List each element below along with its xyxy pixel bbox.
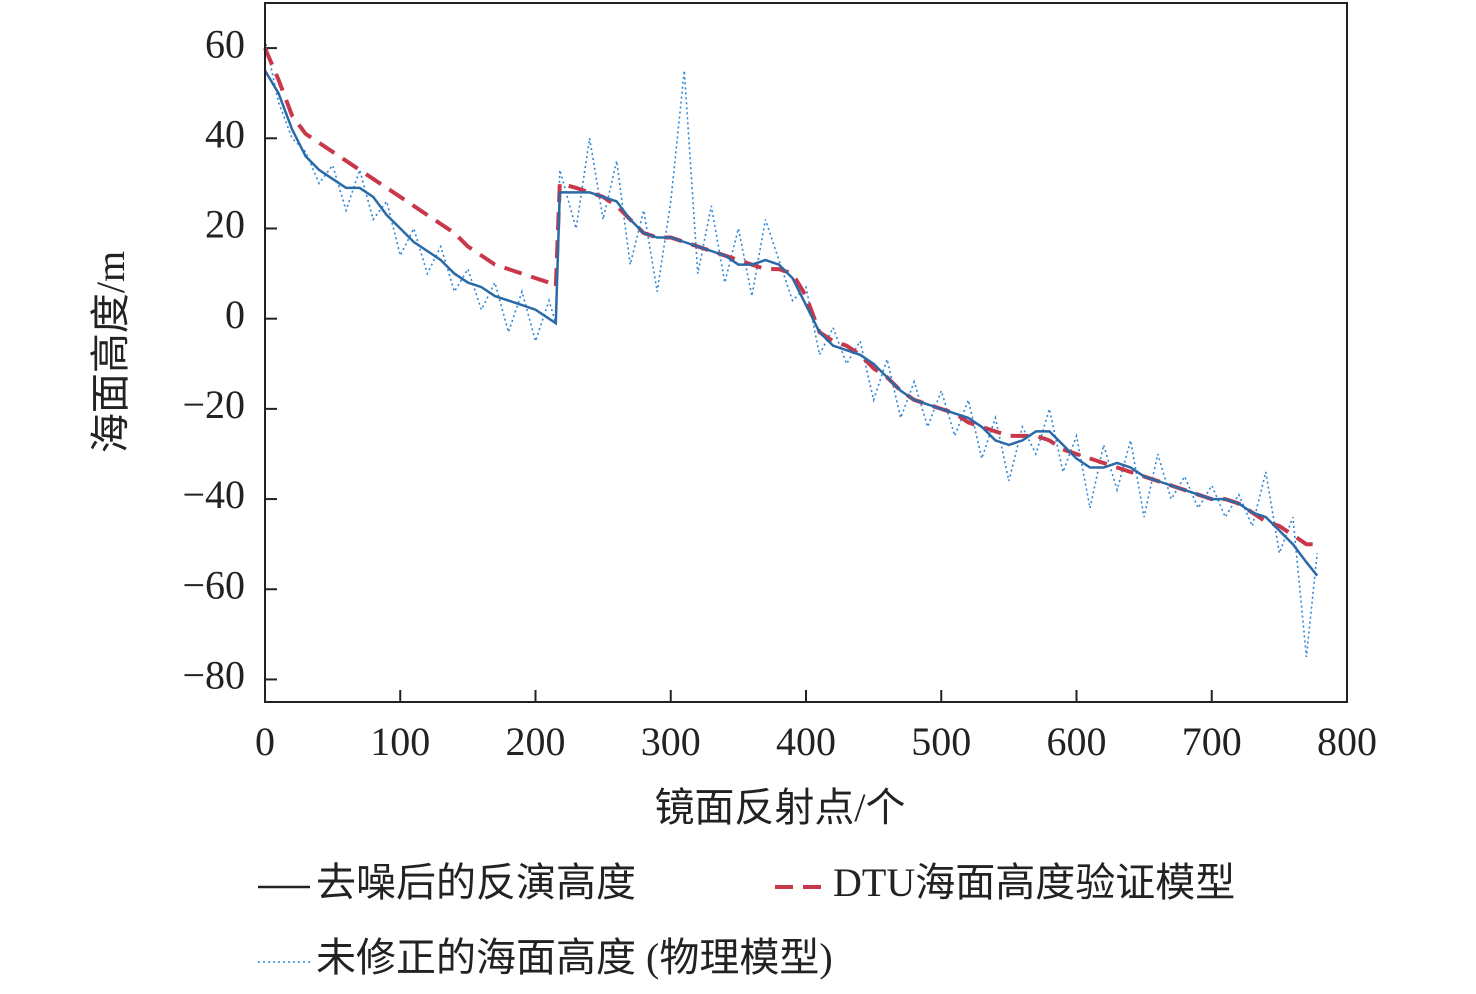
y-tick-label: −60 [182,562,245,607]
y-tick-label: −80 [182,653,245,698]
x-tick-label: 0 [255,719,275,764]
y-axis-label: 海面高度/m [88,251,133,453]
y-tick-label: −20 [182,382,245,427]
x-tick-label: 800 [1317,719,1377,764]
y-tick-label: 0 [225,292,245,337]
x-tick-label: 200 [506,719,566,764]
x-axis-label: 镜面反射点/个 [654,785,905,830]
plot-frame [264,2,1348,703]
x-tick-label: 400 [776,719,836,764]
x-tick-label: 700 [1182,719,1242,764]
series-line [263,69,1319,577]
y-tick-label: 60 [205,21,245,66]
legend-label: DTU海面高度验证模型 [833,860,1235,905]
x-tick-label: 600 [1047,719,1107,764]
x-tick-label: 300 [641,719,701,764]
legend-label: 未修正的海面高度 (物理模型) [316,935,833,980]
y-tick-label: 20 [205,202,245,247]
y-tick-label: −40 [182,472,245,517]
x-tick-label: 100 [370,719,430,764]
y-tick-label: 40 [205,111,245,156]
series-line [264,38,1318,657]
legend-label: 去噪后的反演高度 [316,860,636,905]
x-tick-label: 500 [911,719,971,764]
